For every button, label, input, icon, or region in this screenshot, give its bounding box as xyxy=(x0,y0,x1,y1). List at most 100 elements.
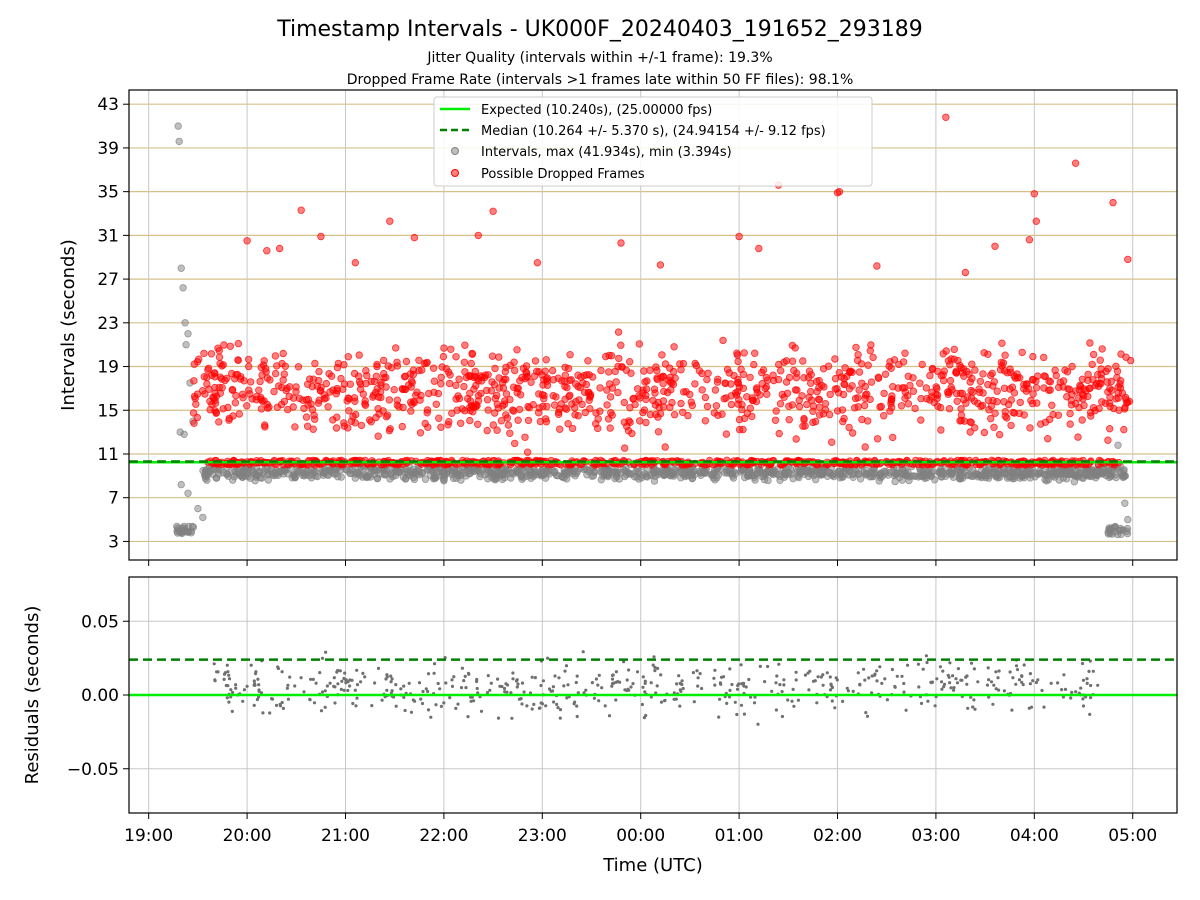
dropped-frame-point xyxy=(957,405,965,413)
residual-point xyxy=(964,675,968,679)
dropped-frame-point xyxy=(691,359,699,368)
residuals-y-tick-label: 0.05 xyxy=(81,612,119,632)
dropped-frame-point xyxy=(445,379,454,388)
dropped-frame-point xyxy=(1106,384,1114,393)
interval-point xyxy=(199,513,207,522)
residual-point xyxy=(924,654,929,658)
dropped-frame-point xyxy=(466,416,474,425)
dropped-frame-point xyxy=(795,402,804,411)
dropped-frame-point xyxy=(603,401,611,409)
interval-point xyxy=(931,476,939,484)
residual-point xyxy=(462,679,466,683)
residual-point xyxy=(498,684,502,688)
dropped-frame-point xyxy=(542,356,550,364)
dropped-frame-point xyxy=(791,344,799,352)
residual-point xyxy=(941,669,945,673)
dropped-frame-point xyxy=(719,336,727,345)
dropped-frame-point xyxy=(566,376,574,385)
dropped-frame-point xyxy=(654,428,663,436)
residual-point xyxy=(1074,690,1078,694)
dropped-frame-point xyxy=(677,399,685,408)
dropped-frame-point xyxy=(467,359,475,368)
dropped-frame-point xyxy=(735,396,743,404)
dropped-frame-point xyxy=(1007,421,1015,430)
dropped-frame-point xyxy=(423,409,431,417)
intervals-reference-lines xyxy=(129,460,1177,464)
dropped-frame-point xyxy=(998,339,1006,347)
residual-point xyxy=(680,682,684,687)
residual-point xyxy=(252,703,256,708)
interval-point xyxy=(1116,524,1125,533)
residual-point xyxy=(390,689,394,693)
dropped-frame-point xyxy=(271,352,280,360)
residual-point xyxy=(241,699,245,703)
residual-point xyxy=(342,688,346,692)
dropped-frame-point xyxy=(881,370,890,378)
residual-point xyxy=(766,664,770,669)
x-tick-label: 22:00 xyxy=(419,826,468,846)
dropped-frame-point xyxy=(815,411,824,419)
interval-point xyxy=(669,469,677,477)
interval-point xyxy=(202,472,210,481)
residual-point xyxy=(370,704,374,708)
residual-point xyxy=(574,680,578,685)
residual-point xyxy=(864,711,868,715)
residual-point xyxy=(389,680,393,684)
dropped-frame-point xyxy=(756,391,764,399)
dropped-frame-point xyxy=(1113,373,1121,382)
residual-point xyxy=(355,683,360,687)
residual-point xyxy=(997,669,1001,673)
residual-point xyxy=(519,697,523,701)
dropped-frame-point xyxy=(1068,362,1076,371)
dropped-frame-point xyxy=(952,367,960,375)
residual-point xyxy=(373,681,377,685)
residual-point xyxy=(1017,678,1022,682)
dropped-frame-point xyxy=(988,369,996,378)
legend-intervals-swatch xyxy=(451,147,459,155)
residual-point xyxy=(544,704,548,708)
dropped-frame-point xyxy=(1112,362,1120,370)
dropped-frame-point xyxy=(948,386,956,394)
residual-point xyxy=(558,708,563,712)
dropped-frame-point xyxy=(279,376,287,384)
dropped-frame-point xyxy=(327,372,336,380)
dropped-frame-point xyxy=(762,383,771,391)
dropped-frame-point xyxy=(746,373,754,382)
residual-point xyxy=(873,673,877,677)
residual-point xyxy=(489,681,493,685)
residual-point xyxy=(791,687,795,692)
interval-point xyxy=(612,466,620,474)
residual-point xyxy=(281,706,285,711)
dropped-frame-point xyxy=(228,385,237,394)
dropped-frame-point xyxy=(1025,235,1034,244)
dropped-frame-point xyxy=(234,339,243,348)
residual-point xyxy=(340,679,344,683)
residual-point xyxy=(1011,676,1015,680)
dropped-frame-point xyxy=(679,408,687,416)
dropped-frame-point xyxy=(260,357,268,365)
dropped-frame-point xyxy=(961,268,970,277)
residual-point xyxy=(890,667,895,672)
dropped-frame-point xyxy=(1096,356,1104,364)
intervals-x-ticks xyxy=(148,560,1134,566)
interval-point xyxy=(291,473,299,481)
dropped-frame-point xyxy=(200,349,208,358)
dropped-frame-point xyxy=(691,380,699,388)
dropped-frame-point xyxy=(262,368,270,376)
interval-point xyxy=(179,284,187,292)
residual-point xyxy=(426,672,431,676)
interval-point xyxy=(529,472,538,480)
residual-point xyxy=(394,704,398,708)
dropped-frame-point xyxy=(1007,396,1015,404)
interval-point xyxy=(637,474,646,482)
residual-point xyxy=(627,668,631,672)
residual-point xyxy=(584,688,588,692)
x-tick-label: 02:00 xyxy=(813,826,862,846)
residual-point xyxy=(712,676,716,680)
dropped-frame-point xyxy=(704,369,712,377)
dropped-frame-point xyxy=(516,391,525,399)
residual-point xyxy=(496,716,501,720)
dropped-frame-point xyxy=(660,387,668,396)
residual-point xyxy=(261,711,265,715)
residual-point xyxy=(828,675,832,679)
